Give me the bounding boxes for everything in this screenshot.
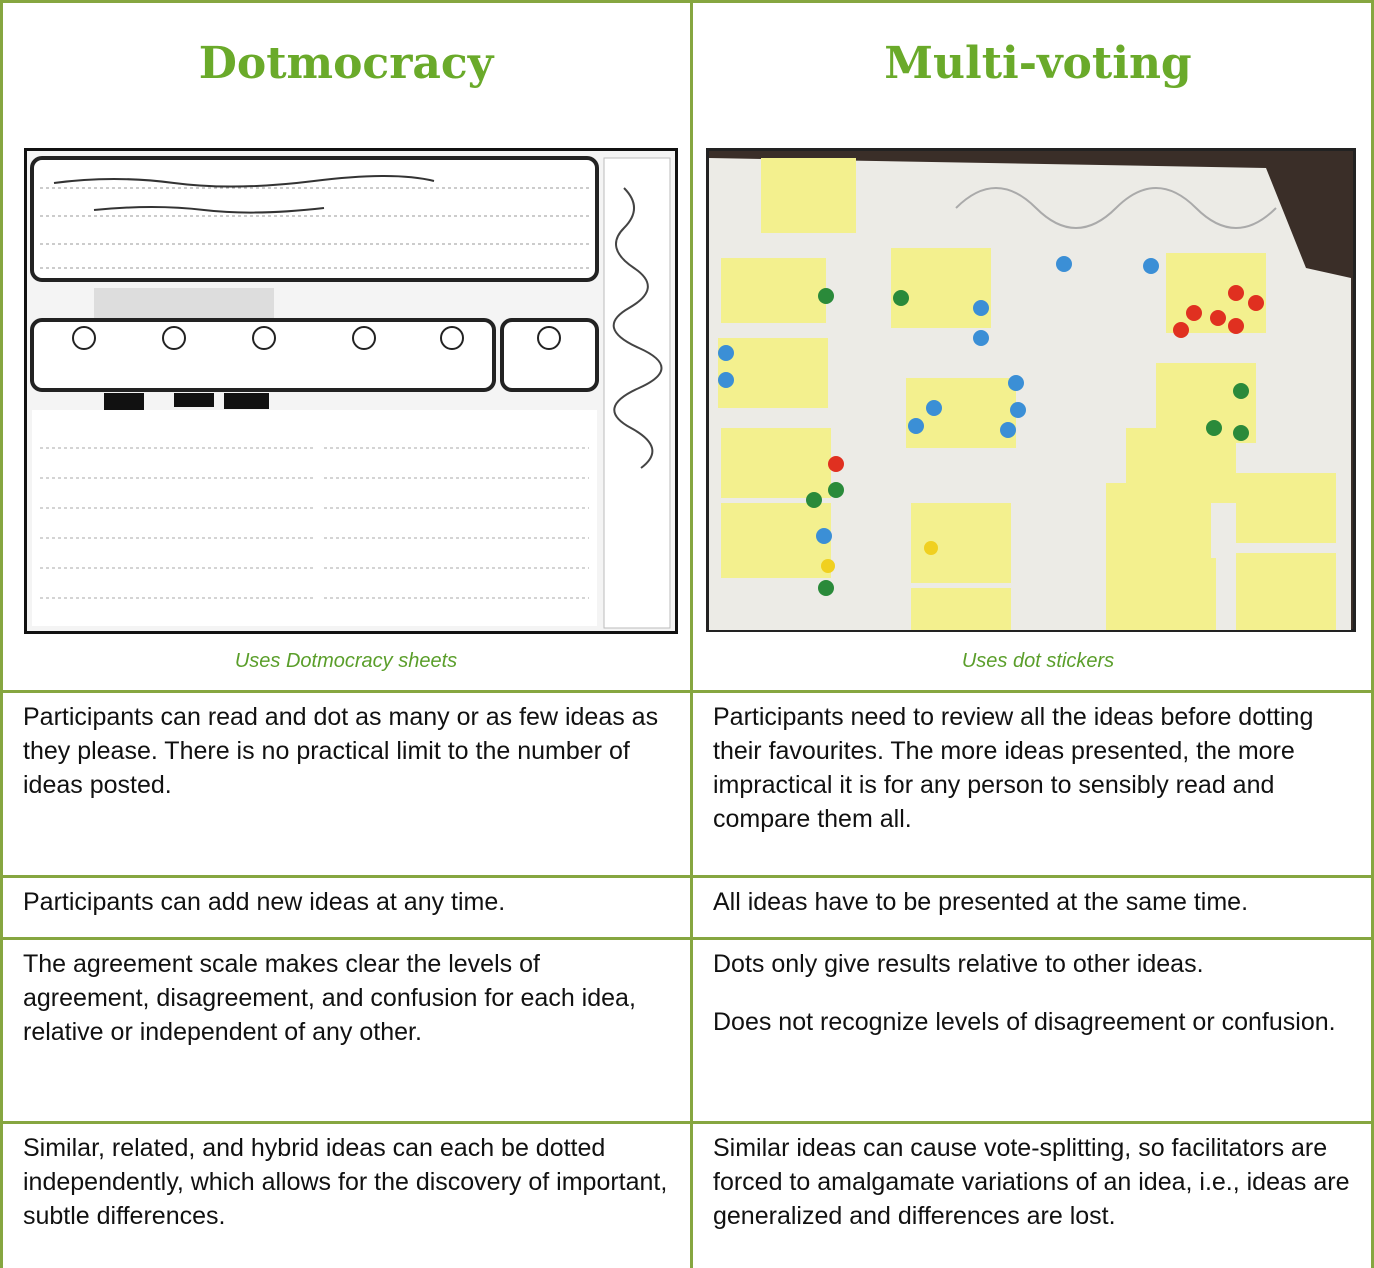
row-divider xyxy=(0,937,1374,940)
table-cell: Similar, related, and hybrid ideas can e… xyxy=(3,1124,690,1268)
cell-text: Participants need to review all the idea… xyxy=(713,703,1314,833)
cell-text: Participants can read and dot as many or… xyxy=(23,703,659,799)
table-cell: Similar ideas can cause vote-splitting, … xyxy=(693,1124,1371,1268)
column-title: Multi-voting xyxy=(884,38,1192,89)
dot-stickers-photo xyxy=(706,148,1356,632)
table-cell: Participants can add new ideas at any ti… xyxy=(3,878,690,937)
cell-text: Similar ideas can cause vote-splitting, … xyxy=(713,1134,1350,1230)
row-divider xyxy=(0,1121,1374,1124)
row-divider xyxy=(0,690,1374,693)
cell-text: Does not recognize levels of disagreemen… xyxy=(713,1008,1336,1036)
dotmocracy-sheet-photo xyxy=(24,148,678,634)
table-cell: All ideas have to be presented at the sa… xyxy=(693,878,1371,937)
column-divider xyxy=(690,0,693,1268)
table-cell: Dots only give results relative to other… xyxy=(693,940,1371,1121)
cell-text: All ideas have to be presented at the sa… xyxy=(713,888,1249,916)
table-cell: Participants need to review all the idea… xyxy=(693,693,1371,875)
cell-text: Participants can add new ideas at any ti… xyxy=(23,888,506,916)
border xyxy=(0,0,1374,3)
table-cell: Participants can read and dot as many or… xyxy=(3,693,690,875)
cell-text: Dots only give results relative to other… xyxy=(713,950,1204,978)
cell-text: Similar, related, and hybrid ideas can e… xyxy=(23,1134,668,1230)
table-cell: The agreement scale makes clear the leve… xyxy=(3,940,690,1121)
column-title: Dotmocracy xyxy=(198,38,494,89)
image-caption: Uses dot stickers xyxy=(961,650,1115,672)
border xyxy=(1371,0,1374,1268)
row-divider xyxy=(0,875,1374,878)
border xyxy=(0,0,3,1268)
cell-text: The agreement scale makes clear the leve… xyxy=(23,950,636,1046)
image-caption: Uses Dotmocracy sheets xyxy=(234,650,458,672)
